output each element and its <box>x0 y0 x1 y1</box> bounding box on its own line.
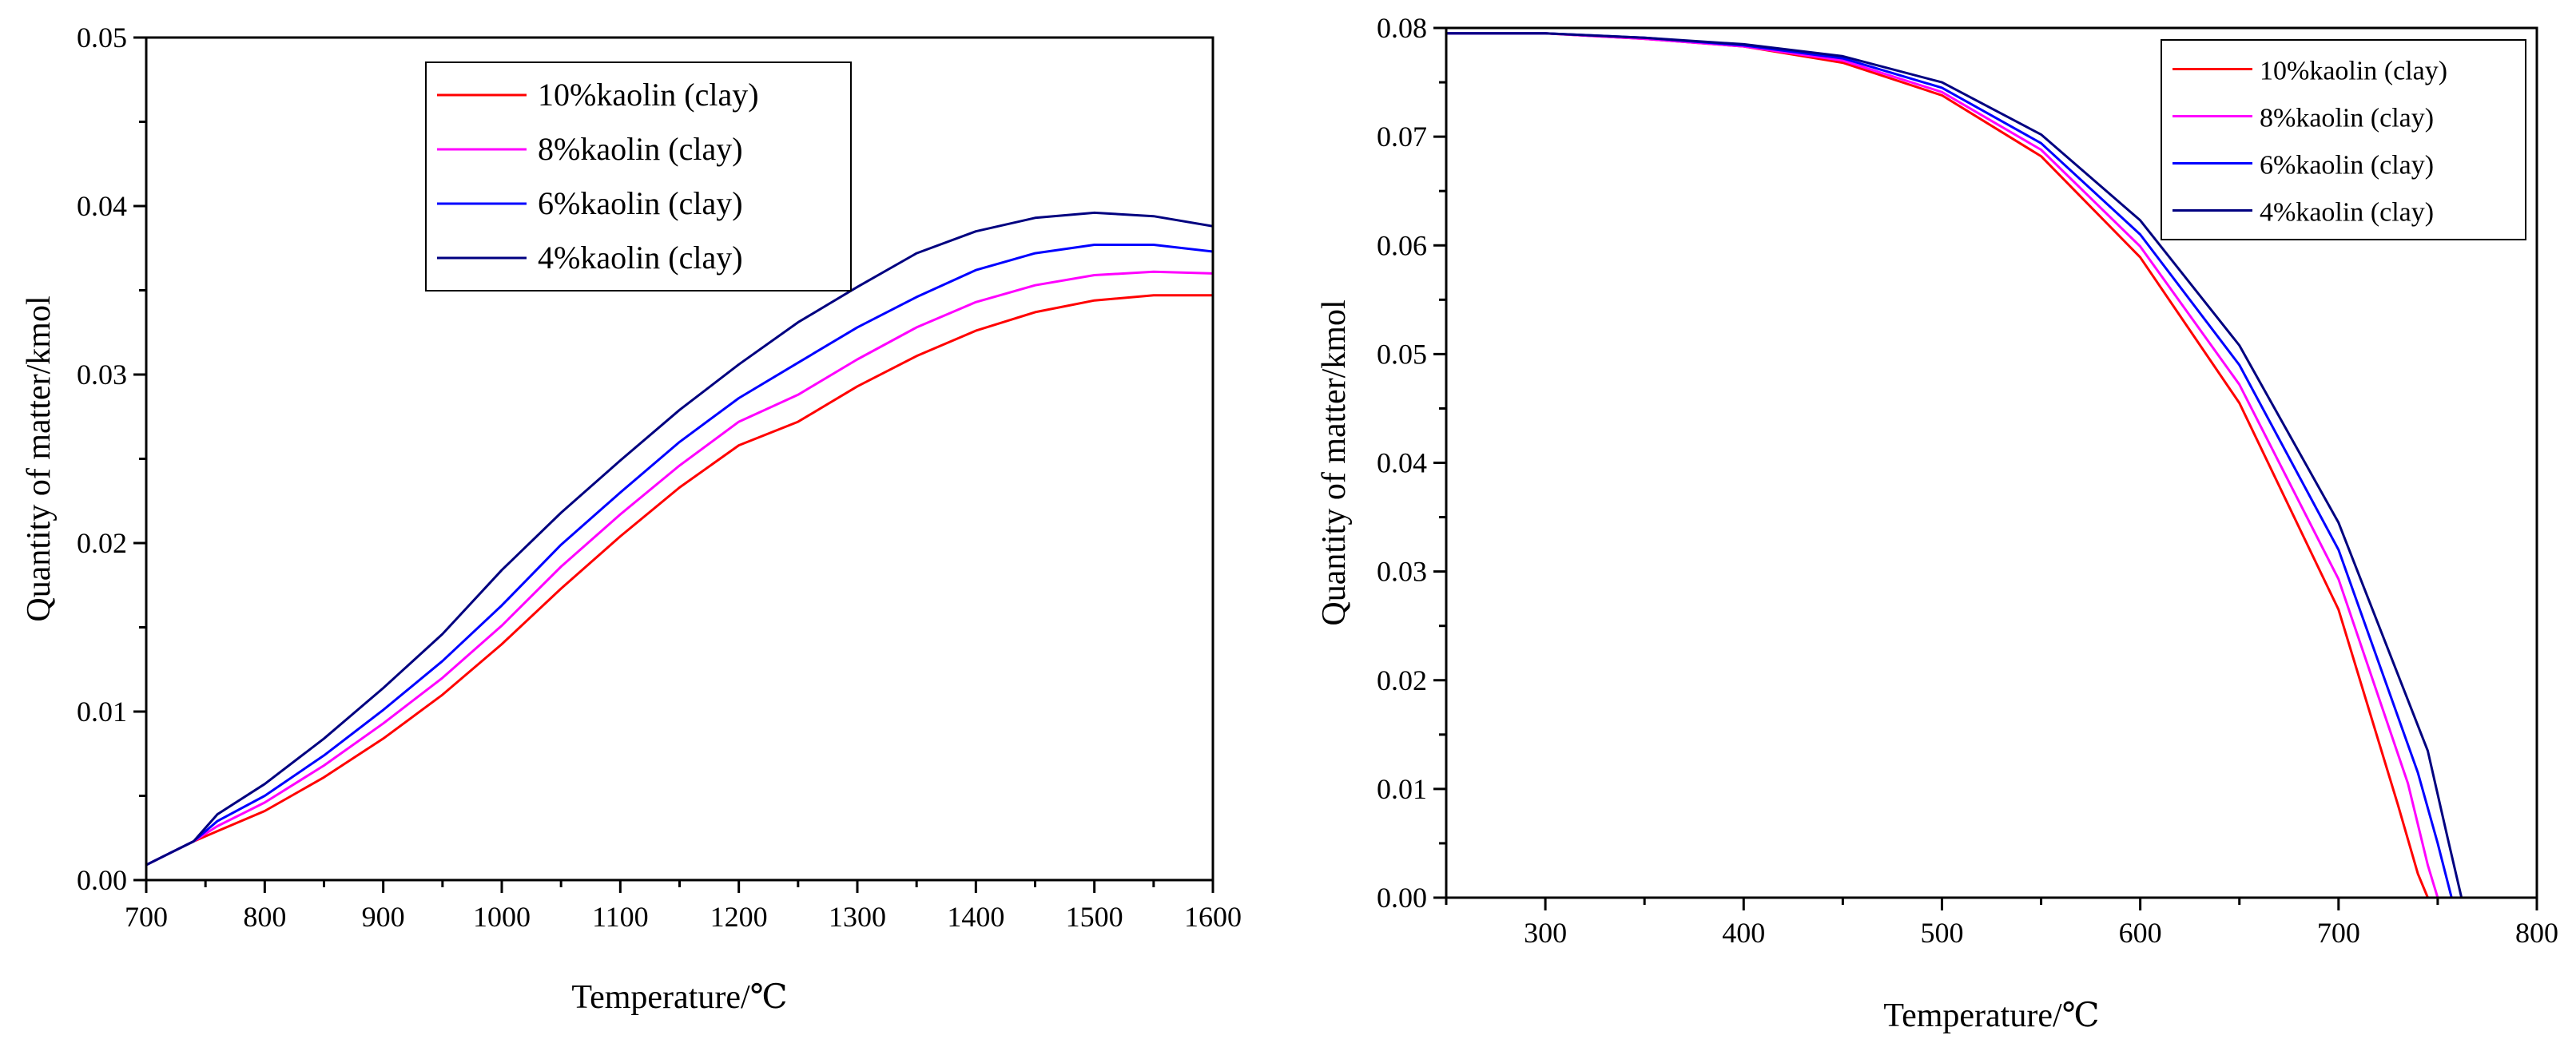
y-tick-label: 0.03 <box>1377 556 1427 588</box>
legend-label-2: 8%kaolin (clay) <box>538 131 743 167</box>
legend-label-1: 10%kaolin (clay) <box>538 77 759 113</box>
y-tick-label: 0.04 <box>77 190 127 222</box>
x-tick-label: 1200 <box>710 901 768 933</box>
legend: 10%kaolin (clay) 8%kaolin (clay) 6%kaolin … <box>2161 39 2526 240</box>
legend-box <box>425 61 852 291</box>
legend-label-2: 8%kaolin (clay) <box>2260 104 2434 133</box>
x-tick-label: 1100 <box>592 901 649 933</box>
series-line-3 <box>146 244 1213 867</box>
series-line-2 <box>146 270 1213 867</box>
y-tick-label: 0.01 <box>77 696 127 728</box>
y-tick-label: 0.08 <box>1377 12 1427 44</box>
x-axis-title: Temperature/℃ <box>571 979 787 1016</box>
chart-2: 300 400 500 600 700 800 0.00 0.01 0.02 0.03 0.04 0.… <box>1316 12 2558 1034</box>
x-tick-label: 600 <box>2119 917 2162 949</box>
y-tick-label: 0.07 <box>1377 121 1427 153</box>
x-tick-label: 800 <box>243 901 286 933</box>
x-tick-label: 1600 <box>1184 901 1242 933</box>
y-axis-title: Quantity of matter/kmol <box>21 295 58 621</box>
series-line-4 <box>146 211 1213 867</box>
y-tick-label: 0.06 <box>1377 229 1427 261</box>
x-tick-label: 700 <box>125 901 168 933</box>
y-tick-label: 0.04 <box>1377 447 1427 479</box>
x-tick-label: 1400 <box>947 901 1004 933</box>
legend-label-3: 6%kaolin (clay) <box>2260 151 2434 180</box>
x-tick-label: 1500 <box>1066 901 1123 933</box>
y-tick-label: 0.01 <box>1377 773 1427 805</box>
legend: 10%kaolin (clay) 8%kaolin (clay) 6%kaolin … <box>425 61 852 291</box>
x-tick-label: 400 <box>1722 917 1765 949</box>
legend-box <box>2161 39 2526 240</box>
x-tick-label: 500 <box>1920 917 1963 949</box>
x-axis-title: Temperature/℃ <box>1883 997 2099 1034</box>
chart-1: 700 800 900 1000 1100 1200 1300 1400 1500 1600 0.0… <box>21 22 1242 1016</box>
legend-label-3: 6%kaolin (clay) <box>538 185 743 221</box>
y-tick-label: 0.00 <box>1377 882 1427 914</box>
series-line-4 <box>1446 32 2537 898</box>
y-tick-label: 0.02 <box>77 527 127 559</box>
series-line-1 <box>146 294 1213 867</box>
x-tick-label: 800 <box>2515 917 2558 949</box>
y-tick-label: 0.05 <box>77 22 127 54</box>
y-tick-label: 0.02 <box>1377 664 1427 696</box>
y-tick-label: 0.03 <box>77 359 127 391</box>
x-tick-label: 700 <box>2317 917 2360 949</box>
x-tick-label: 900 <box>362 901 405 933</box>
y-axis-title: Quantity of matter/kmol <box>1316 299 1353 625</box>
x-tick-label: 1000 <box>473 901 531 933</box>
x-tick-label: 1300 <box>829 901 886 933</box>
legend-label-4: 4%kaolin (clay) <box>2260 198 2434 228</box>
legend-label-4: 4%kaolin (clay) <box>538 240 743 276</box>
x-tick-label: 300 <box>1524 917 1567 949</box>
y-tick-label: 0.00 <box>77 864 127 896</box>
y-tick-label: 0.05 <box>1377 338 1427 370</box>
legend-label-1: 10%kaolin (clay) <box>2260 57 2447 86</box>
